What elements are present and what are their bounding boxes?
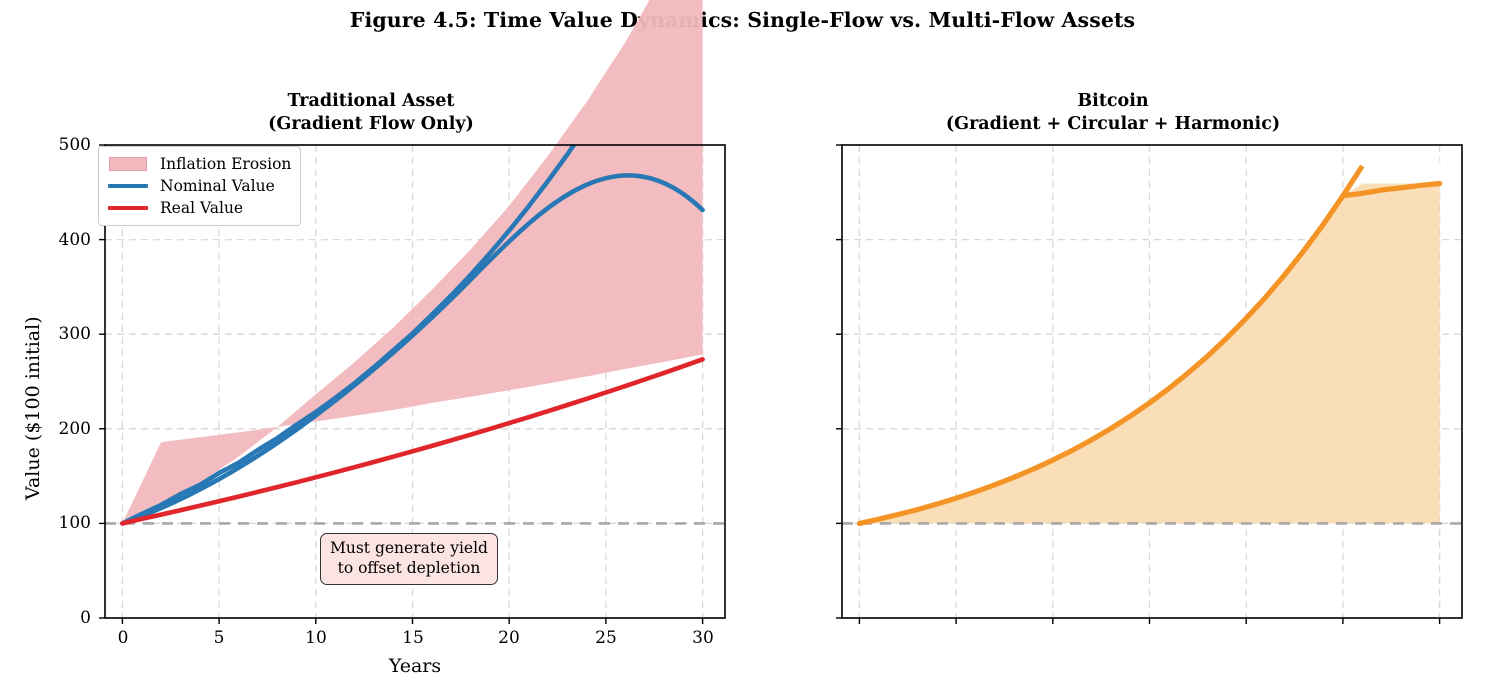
panel-traditional-asset: Traditional Asset (Gradient Flow Only)	[0, 0, 742, 696]
xtick-label-10: 10	[305, 628, 327, 648]
plot-area-traditional	[99, 0, 726, 624]
xtick-label-15: 15	[402, 628, 424, 648]
annotation-traditional: Must generate yield to offset depletion	[320, 533, 498, 585]
panel-title-line2: (Gradient Flow Only)	[268, 114, 474, 135]
legend-swatch-inflation-erosion	[107, 156, 149, 172]
legend-item-nominal-value[interactable]: Nominal Value	[107, 175, 291, 197]
ytick-marks	[99, 144, 105, 619]
area-combined-multi-flow	[859, 183, 1440, 524]
area-inflation-erosion	[122, 0, 703, 524]
x-axis-label-traditional: Years	[388, 655, 442, 677]
legend-traditional[interactable]: Inflation Erosion Nominal Value Real Val…	[98, 146, 302, 226]
ytick-label-300: 300	[58, 324, 91, 344]
line-nominal-value-path	[120, 145, 577, 526]
ytick-label-100: 100	[58, 513, 91, 533]
panel-title-line1: Traditional Asset	[287, 91, 455, 111]
legend-item-real-value[interactable]: Real Value	[107, 197, 291, 219]
xtick-label-0: 0	[117, 628, 129, 648]
xtick-label-30: 30	[692, 628, 714, 648]
ytick-label-0: 0	[80, 608, 91, 628]
xtick-marks	[121, 618, 704, 624]
plot-area-bitcoin	[836, 144, 1463, 624]
legend-label-nominal-value: Nominal Value	[160, 177, 275, 195]
ytick-marks-bitcoin	[836, 144, 842, 619]
panel-title-traditional: Traditional Asset (Gradient Flow Only)	[0, 90, 742, 136]
figure-title: Figure 4.5: Time Value Dynamics: Single-…	[349, 8, 1136, 32]
y-axis-label-traditional: Value ($100 initial)	[22, 316, 44, 500]
legend-swatch-nominal-value	[107, 178, 149, 194]
legend-swatch-real-value	[107, 200, 149, 216]
legend-item-inflation-erosion[interactable]: Inflation Erosion	[107, 153, 291, 175]
ytick-label-500: 500	[58, 135, 91, 155]
legend-label-inflation-erosion: Inflation Erosion	[160, 155, 292, 173]
xtick-label-25: 25	[595, 628, 617, 648]
line-real-value	[120, 356, 705, 526]
xtick-label-5: 5	[213, 628, 225, 648]
line-combined-multi-flow-final	[1340, 180, 1443, 199]
panel-title-bitcoin: Bitcoin (Gradient + Circular + Harmonic)	[742, 90, 1484, 136]
annotation-traditional-line1: Must generate yield	[330, 539, 488, 557]
ytick-label-200: 200	[58, 419, 91, 439]
xtick-label-20: 20	[498, 628, 520, 648]
annotation-traditional-line2: to offset depletion	[337, 558, 481, 577]
ytick-label-400: 400	[58, 230, 91, 250]
xtick-marks-bitcoin	[858, 618, 1441, 624]
legend-label-real-value: Real Value	[160, 199, 244, 217]
panel-bitcoin: Bitcoin (Gradient + Circular + Harmonic)	[742, 0, 1484, 696]
panel-title-bitcoin-line2: (Gradient + Circular + Harmonic)	[945, 114, 1281, 135]
panel-title-bitcoin-line1: Bitcoin	[1077, 91, 1149, 111]
